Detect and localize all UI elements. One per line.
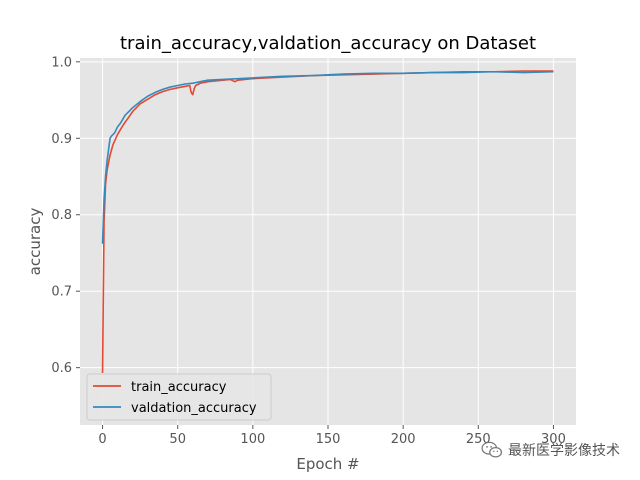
legend: train_accuracy valdation_accuracy <box>86 373 272 421</box>
legend-box <box>86 373 272 421</box>
chart-title: train_accuracy,valdation_accuracy on Dat… <box>120 33 536 54</box>
y-tick-label: 0.6 <box>51 361 72 376</box>
y-tick-label: 1.0 <box>51 55 72 70</box>
x-tick-label: 100 <box>240 432 265 447</box>
watermark: 最新医学影像技术 <box>481 440 620 460</box>
y-tick-label: 0.7 <box>51 285 72 300</box>
series-lines <box>101 70 554 374</box>
series-line-valdation-accuracy <box>101 70 554 244</box>
y-tick-label: 0.8 <box>51 208 72 223</box>
legend-label: train_accuracy <box>131 380 227 395</box>
x-tick-label: 150 <box>316 432 341 447</box>
wechat-icon <box>481 441 503 458</box>
x-tick-label: 300 <box>541 432 566 447</box>
legend-label: valdation_accuracy <box>131 401 257 416</box>
x-tick-label: 200 <box>391 432 416 447</box>
y-axis-label: accuracy <box>26 208 44 276</box>
x-tick-label: 0 <box>98 432 106 447</box>
x-tick-label: 50 <box>169 432 186 447</box>
watermark-text: 最新医学影像技术 <box>508 443 620 459</box>
grid <box>80 58 576 425</box>
x-axis-label: Epoch # <box>296 455 359 473</box>
y-tick-label: 0.9 <box>51 132 72 147</box>
